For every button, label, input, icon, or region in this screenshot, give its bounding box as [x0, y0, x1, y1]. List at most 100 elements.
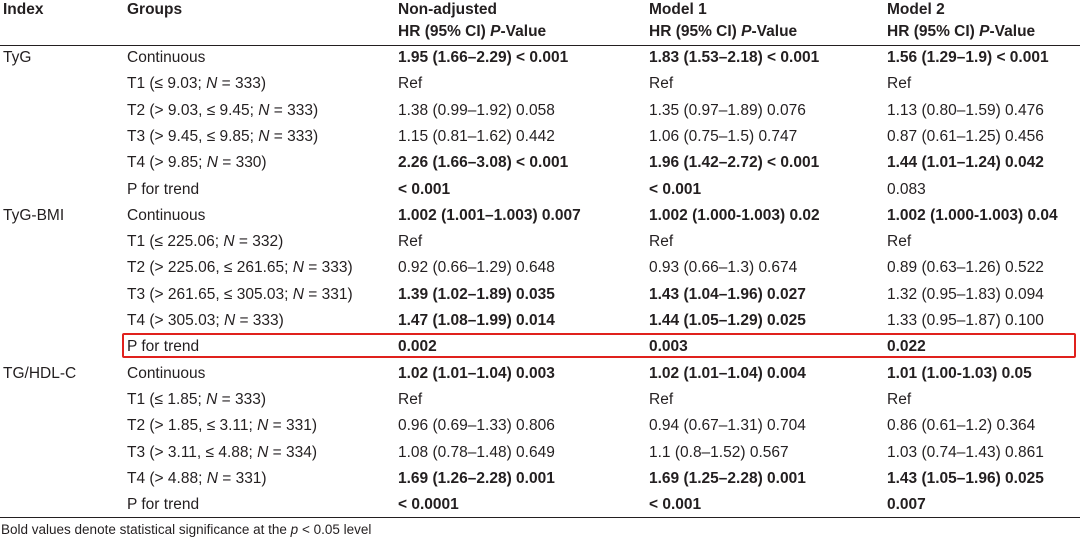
table-row: T2 (> 1.85, ≤ 3.11; N = 331) 0.96 (0.69–1… — [0, 413, 1080, 439]
cell-model-2: 1.33 (0.95–1.87) 0.100 — [887, 312, 1044, 329]
cell-non-adjusted: 0.92 (0.66–1.29) 0.648 — [398, 259, 555, 277]
table-row: P for trend 0.002 0.003 0.022 — [0, 334, 1080, 360]
highlight-box — [122, 333, 1076, 358]
cell-model-2: 0.022 — [887, 338, 926, 356]
table-row: T3 (> 3.11, ≤ 4.88; N = 334) 1.08 (0.78–1… — [0, 440, 1080, 466]
cell-model-2: 1.01 (1.00-1.03) 0.05 — [887, 364, 1032, 382]
cell-model-1: 1.02 (1.01–1.04) 0.004 — [649, 364, 806, 382]
header-sub-model-2: HR (95% CI) P-Value — [887, 23, 1036, 40]
cell-non-adjusted: 1.002 (1.001–1.003) 0.007 — [398, 206, 581, 224]
header-sub-non-adjusted: HR (95% CI) P-Value — [398, 23, 547, 40]
cell-model-2: 1.13 (0.80–1.59) 0.476 — [887, 101, 1044, 119]
cell-model-1: 1.69 (1.25–2.28) 0.001 — [649, 469, 806, 487]
table-row: P for trend < 0.0001 < 0.001 0.007 — [0, 492, 1080, 518]
cell-model-2: 0.007 — [887, 496, 926, 514]
row-group: P for trend — [127, 338, 200, 356]
footnote: Bold values denote statistical significa… — [1, 522, 372, 537]
cell-non-adjusted: 1.15 (0.81–1.62) 0.442 — [398, 127, 555, 145]
table-row: T4 (> 9.85; N = 330) 2.26 (1.66–3.08) < 0… — [0, 150, 1080, 176]
cell-model-1: 0.93 (0.66–1.3) 0.674 — [649, 259, 798, 277]
cell-model-2: 1.44 (1.01–1.24) 0.042 — [887, 154, 1044, 172]
cell-model-1: 1.35 (0.97–1.89) 0.076 — [649, 101, 806, 119]
table-row: TyG Continuous 1.95 (1.66–2.29) < 0.001 1.8… — [0, 45, 1080, 71]
cell-non-adjusted: 1.39 (1.02–1.89) 0.035 — [398, 285, 555, 303]
cell-model-1: Ref — [649, 233, 674, 251]
row-group: T2 (> 1.85, ≤ 3.11; N = 331) — [127, 417, 318, 435]
row-group: T3 (> 9.45, ≤ 9.85; N = 333) — [127, 127, 319, 145]
cell-model-1: 1.06 (0.75–1.5) 0.747 — [649, 127, 798, 145]
row-group: P for trend — [127, 496, 200, 514]
cell-model-2: Ref — [887, 390, 912, 408]
table-row: T2 (> 9.03, ≤ 9.45; N = 333) 1.38 (0.99–1… — [0, 98, 1080, 124]
cell-model-1: 1.44 (1.05–1.29) 0.025 — [649, 312, 806, 329]
table-row: T3 (> 9.45, ≤ 9.85; N = 333) 1.15 (0.81–1… — [0, 124, 1080, 150]
cell-non-adjusted: 0.002 — [398, 338, 437, 356]
header-index: Index — [3, 1, 44, 18]
cell-model-2: 0.87 (0.61–1.25) 0.456 — [887, 127, 1044, 145]
cell-non-adjusted: 1.69 (1.26–2.28) 0.001 — [398, 469, 555, 487]
header-model-2: Model 2 — [887, 1, 945, 18]
cell-model-2: Ref — [887, 233, 912, 251]
row-group: T2 (> 9.03, ≤ 9.45; N = 333) — [127, 101, 319, 119]
row-index: TyG — [3, 49, 32, 66]
header-model-1: Model 1 — [649, 1, 707, 18]
cell-model-1: Ref — [649, 390, 674, 408]
table-row: T2 (> 225.06, ≤ 261.65; N = 333) 0.92 (0.… — [0, 255, 1080, 281]
header-sub-model-1: HR (95% CI) P-Value — [649, 23, 798, 40]
cell-model-2: 1.43 (1.05–1.96) 0.025 — [887, 469, 1044, 487]
cell-model-2: 1.32 (0.95–1.83) 0.094 — [887, 285, 1044, 303]
table-row: T1 (≤ 9.03; N = 333) Ref Ref Ref — [0, 71, 1080, 97]
table-row: P for trend < 0.001 < 0.001 0.083 — [0, 177, 1080, 203]
row-group: T3 (> 261.65, ≤ 305.03; N = 331) — [127, 285, 353, 303]
row-index: TG/HDL-C — [3, 364, 77, 382]
cell-non-adjusted: 1.08 (0.78–1.48) 0.649 — [398, 443, 555, 461]
cell-non-adjusted: Ref — [398, 75, 423, 93]
row-group: Continuous — [127, 49, 206, 66]
cell-non-adjusted: < 0.0001 — [398, 496, 459, 514]
row-group: T4 (> 4.88; N = 331) — [127, 469, 267, 487]
cell-model-2: 0.083 — [887, 180, 926, 198]
header-subrow: HR (95% CI) P-Value HR (95% CI) P-Value … — [0, 19, 1080, 45]
cell-non-adjusted: 1.38 (0.99–1.92) 0.058 — [398, 101, 555, 119]
cell-model-1: 1.83 (1.53–2.18) < 0.001 — [649, 49, 820, 66]
row-group: T1 (≤ 1.85; N = 333) — [127, 390, 267, 408]
row-group: P for trend — [127, 180, 200, 198]
cell-model-2: Ref — [887, 75, 912, 93]
table-row: T1 (≤ 225.06; N = 332) Ref Ref Ref — [0, 229, 1080, 255]
header-model-non-adjusted: Non-adjusted — [398, 1, 498, 18]
cell-model-2: 1.03 (0.74–1.43) 0.861 — [887, 443, 1044, 461]
cell-non-adjusted: Ref — [398, 233, 423, 251]
cell-model-2: 0.86 (0.61–1.2) 0.364 — [887, 417, 1036, 435]
row-group: T1 (≤ 9.03; N = 333) — [127, 75, 267, 93]
row-group: T1 (≤ 225.06; N = 332) — [127, 233, 284, 251]
cell-non-adjusted: 1.95 (1.66–2.29) < 0.001 — [398, 49, 569, 66]
cell-model-1: 1.1 (0.8–1.52) 0.567 — [649, 443, 789, 461]
cell-model-1: 0.003 — [649, 338, 688, 356]
header-row: Index Groups Non-adjusted Model 1 Model … — [0, 0, 1080, 23]
cell-non-adjusted: < 0.001 — [398, 180, 451, 198]
row-group: Continuous — [127, 206, 206, 224]
table-row: TyG-BMI Continuous 1.002 (1.001–1.003) 0.0… — [0, 203, 1080, 229]
row-index: TyG-BMI — [3, 206, 65, 224]
row-group: T4 (> 305.03; N = 333) — [127, 312, 284, 329]
cell-model-1: 0.94 (0.67–1.31) 0.704 — [649, 417, 806, 435]
cell-model-1: 1.43 (1.04–1.96) 0.027 — [649, 285, 806, 303]
cell-model-1: 1.96 (1.42–2.72) < 0.001 — [649, 154, 820, 172]
cell-model-2: 1.002 (1.000-1.003) 0.04 — [887, 206, 1058, 224]
header-groups: Groups — [127, 1, 183, 18]
cell-model-2: 1.56 (1.29–1.9) < 0.001 — [887, 49, 1049, 66]
row-group: T4 (> 9.85; N = 330) — [127, 154, 267, 172]
cell-model-1: 1.002 (1.000-1.003) 0.02 — [649, 206, 820, 224]
row-group: T3 (> 3.11, ≤ 4.88; N = 334) — [127, 443, 318, 461]
cell-non-adjusted: 0.96 (0.69–1.33) 0.806 — [398, 417, 555, 435]
cell-model-1: Ref — [649, 75, 674, 93]
table-row: TG/HDL-C Continuous 1.02 (1.01–1.04) 0.003… — [0, 361, 1080, 387]
cell-non-adjusted: 2.26 (1.66–3.08) < 0.001 — [398, 154, 569, 172]
cell-non-adjusted: Ref — [398, 390, 423, 408]
cell-model-1: < 0.001 — [649, 496, 702, 514]
table-row: T4 (> 305.03; N = 333) 1.47 (1.08–1.99) 0… — [0, 308, 1080, 334]
cell-model-2: 0.89 (0.63–1.26) 0.522 — [887, 259, 1044, 277]
cell-non-adjusted: 1.02 (1.01–1.04) 0.003 — [398, 364, 555, 382]
cell-non-adjusted: 1.47 (1.08–1.99) 0.014 — [398, 312, 555, 329]
row-group: T2 (> 225.06, ≤ 261.65; N = 333) — [127, 259, 353, 277]
